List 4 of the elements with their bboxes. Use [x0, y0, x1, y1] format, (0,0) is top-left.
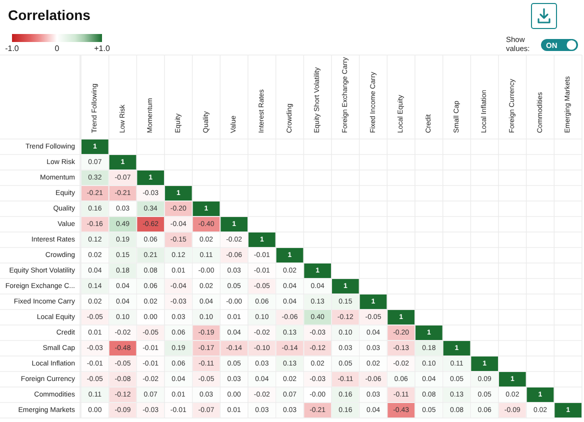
color-bar-label: +1.0 — [94, 44, 110, 53]
color-bar-label: -1.0 — [5, 44, 20, 53]
chart-title: Correlations — [8, 7, 91, 23]
color-bar-label: 0 — [54, 44, 60, 53]
